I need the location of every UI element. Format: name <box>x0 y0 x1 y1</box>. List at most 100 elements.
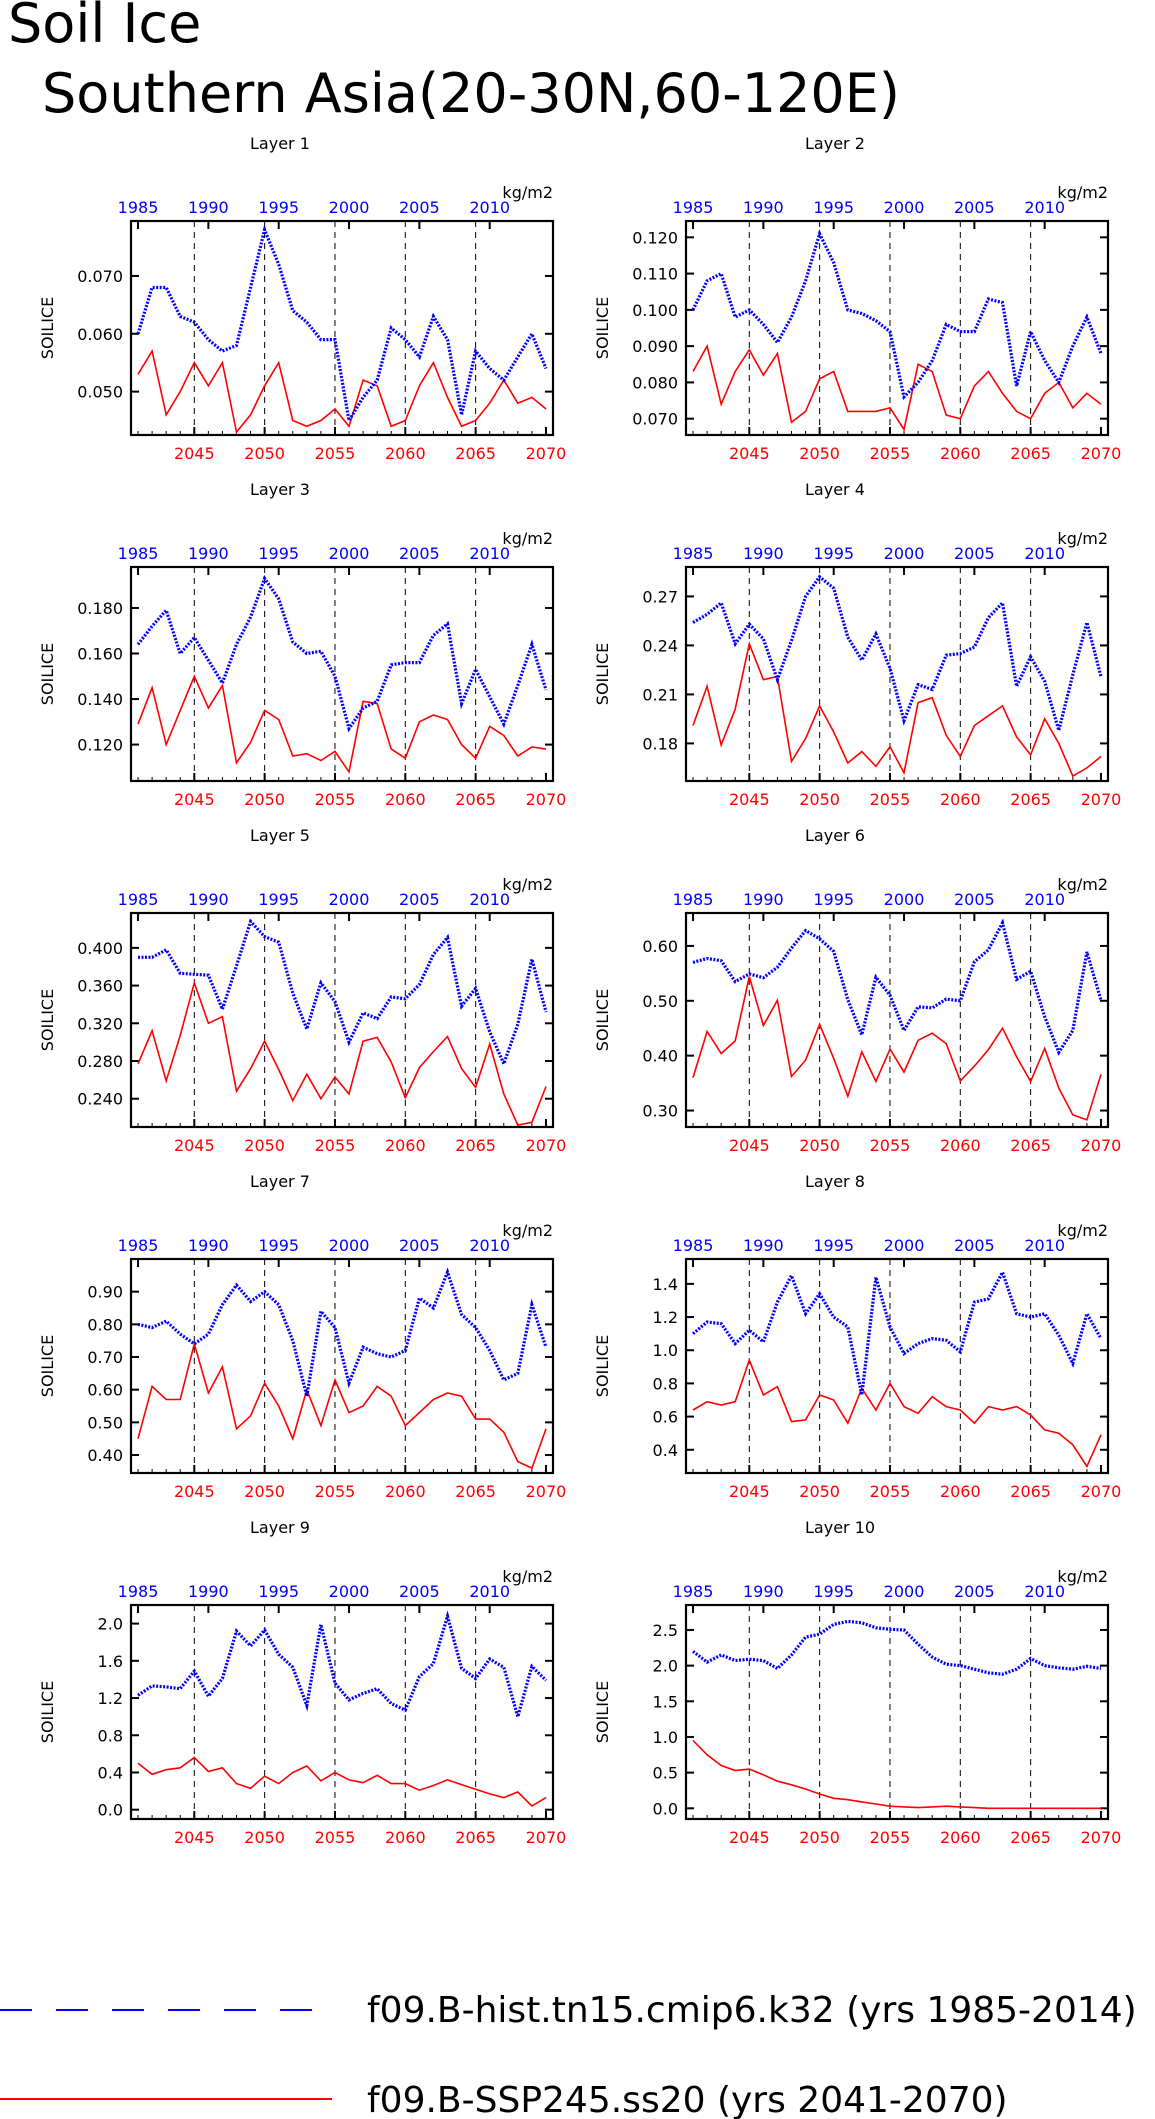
layer-8-panel: Layer 8 kg/m2 SOILICE 2045 2050 2055 2060 2065 2… <box>593 1172 1121 1501</box>
bottom-tick-label: 2050 <box>244 790 285 809</box>
y-tick-label: 0.050 <box>77 383 123 402</box>
series-hist <box>692 918 1103 1056</box>
y-tick-label: 1.0 <box>653 1341 678 1360</box>
panel-title: Layer 3 <box>250 480 310 499</box>
y-tick-label: 0.080 <box>632 373 678 392</box>
panel-title: Layer 4 <box>805 480 865 499</box>
top-tick-label: 2010 <box>469 198 510 217</box>
bottom-tick-label: 2055 <box>315 444 356 463</box>
top-tick-label: 1985 <box>118 1582 159 1601</box>
top-tick-label: 2010 <box>469 1582 510 1601</box>
top-tick-label: 1995 <box>813 1582 854 1601</box>
top-tick-label: 1990 <box>188 890 229 909</box>
bottom-tick-label: 2055 <box>315 1482 356 1501</box>
series-hist <box>137 1267 548 1397</box>
legend: f09.B-hist.tn15.cmip6.k32 (yrs 1985-2014… <box>0 1990 1137 2119</box>
y-tick-label: 0.320 <box>77 1014 123 1033</box>
y-axis-label: SOILICE <box>38 643 57 705</box>
y-tick-label: 2.0 <box>98 1615 123 1634</box>
y-tick-label: 0.070 <box>77 267 123 286</box>
bottom-tick-label: 2060 <box>385 1482 426 1501</box>
y-tick-label: 0.27 <box>642 587 678 606</box>
bottom-tick-label: 2070 <box>1081 1828 1122 1847</box>
y-tick-label: 0.50 <box>87 1413 123 1432</box>
bottom-tick-label: 2070 <box>526 790 567 809</box>
y-axis-label: SOILICE <box>593 989 612 1051</box>
y-tick-label: 0.4 <box>653 1441 678 1460</box>
plot-frame <box>129 219 555 437</box>
y-tick-label: 0.360 <box>77 977 123 996</box>
top-tick-label: 1985 <box>673 544 714 563</box>
units-label: kg/m2 <box>1057 529 1108 548</box>
top-tick-label: 2005 <box>399 890 440 909</box>
y-tick-label: 0.180 <box>77 599 123 618</box>
bottom-tick-label: 2045 <box>729 790 770 809</box>
y-tick-label: 0.120 <box>632 228 678 247</box>
top-tick-label: 1995 <box>258 890 299 909</box>
plot-frame <box>684 911 1110 1129</box>
bottom-tick-label: 2055 <box>315 1828 356 1847</box>
bottom-tick-label: 2060 <box>940 444 981 463</box>
bottom-tick-label: 2045 <box>729 444 770 463</box>
units-label: kg/m2 <box>502 875 553 894</box>
y-tick-label: 0.60 <box>87 1381 123 1400</box>
bottom-tick-label: 2045 <box>729 1828 770 1847</box>
top-tick-label: 1995 <box>813 544 854 563</box>
top-tick-label: 1995 <box>258 1236 299 1255</box>
bottom-tick-label: 2065 <box>1010 790 1051 809</box>
y-tick-label: 0.0 <box>98 1801 123 1820</box>
bottom-tick-label: 2055 <box>870 1136 911 1155</box>
bottom-tick-label: 2050 <box>244 1136 285 1155</box>
units-label: kg/m2 <box>502 1567 553 1586</box>
units-label: kg/m2 <box>1057 1567 1108 1586</box>
panel-title: Layer 7 <box>250 1172 310 1191</box>
y-tick-label: 0.280 <box>77 1052 123 1071</box>
layer-1-panel: Layer 1 kg/m2 SOILICE 2045 2050 2055 2060 2065 2… <box>38 134 566 463</box>
panel-title: Layer 10 <box>805 1518 875 1537</box>
y-tick-label: 0.100 <box>632 301 678 320</box>
y-tick-label: 2.5 <box>653 1621 678 1640</box>
y-tick-label: 0.120 <box>77 736 123 755</box>
series-hist <box>692 1619 1102 1676</box>
top-tick-label: 2005 <box>954 1236 995 1255</box>
y-tick-label: 0.30 <box>642 1102 678 1121</box>
top-tick-label: 2000 <box>884 1582 925 1601</box>
panel-title: Layer 5 <box>250 826 310 845</box>
y-tick-label: 1.5 <box>653 1692 678 1711</box>
top-tick-label: 2010 <box>1024 1236 1065 1255</box>
y-tick-label: 0.8 <box>98 1726 123 1745</box>
bottom-tick-label: 2070 <box>1081 1482 1122 1501</box>
bottom-tick-label: 2065 <box>455 1482 496 1501</box>
y-tick-label: 0.400 <box>77 939 123 958</box>
bottom-tick-label: 2050 <box>244 444 285 463</box>
bottom-tick-label: 2065 <box>455 444 496 463</box>
series-hist <box>138 918 548 1069</box>
bottom-tick-label: 2050 <box>799 1828 840 1847</box>
top-tick-label: 1985 <box>673 1582 714 1601</box>
top-tick-label: 2010 <box>1024 890 1065 909</box>
top-tick-label: 2005 <box>954 198 995 217</box>
top-tick-label: 1995 <box>258 544 299 563</box>
bottom-tick-label: 2055 <box>315 790 356 809</box>
top-tick-label: 1995 <box>813 890 854 909</box>
top-tick-label: 1995 <box>258 1582 299 1601</box>
top-tick-label: 1985 <box>118 198 159 217</box>
y-tick-label: 0.40 <box>642 1047 678 1066</box>
bottom-tick-label: 2045 <box>174 444 215 463</box>
series-ssp245 <box>137 348 547 434</box>
units-label: kg/m2 <box>1057 183 1108 202</box>
bottom-tick-label: 2070 <box>1081 444 1122 463</box>
y-tick-label: 0.70 <box>87 1348 123 1367</box>
series-hist <box>136 224 548 425</box>
panel-title: Layer 8 <box>805 1172 865 1191</box>
top-tick-label: 2005 <box>954 544 995 563</box>
top-tick-label: 2000 <box>329 198 370 217</box>
series-hist <box>691 1268 1103 1396</box>
bottom-tick-label: 2060 <box>385 1828 426 1847</box>
plot-frame <box>684 565 1110 783</box>
legend-hist-label: f09.B-hist.tn15.cmip6.k32 (yrs 1985-2014… <box>367 1990 1137 2031</box>
bottom-tick-label: 2045 <box>174 790 215 809</box>
bottom-tick-label: 2070 <box>1081 790 1122 809</box>
plot-frame <box>129 1257 555 1475</box>
